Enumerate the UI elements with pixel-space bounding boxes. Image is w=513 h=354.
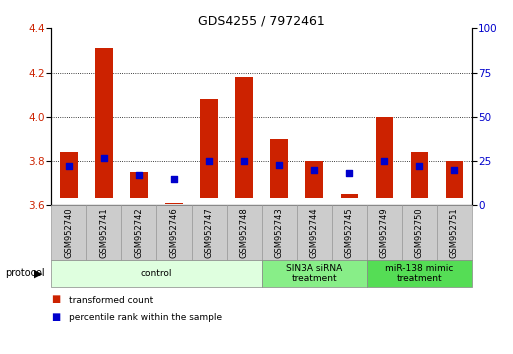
Bar [410, 152, 428, 198]
Bar [376, 117, 393, 198]
Text: GSM952749: GSM952749 [380, 207, 389, 258]
Text: SIN3A siRNA
treatment: SIN3A siRNA treatment [286, 264, 342, 283]
Text: GSM952740: GSM952740 [64, 207, 73, 258]
Text: protocol: protocol [5, 268, 45, 279]
Text: miR-138 mimic
treatment: miR-138 mimic treatment [385, 264, 453, 283]
Point [310, 167, 318, 173]
Point [65, 164, 73, 169]
Point [345, 171, 353, 176]
Bar [341, 194, 358, 198]
Bar [130, 172, 148, 198]
Text: GSM952748: GSM952748 [240, 207, 249, 258]
Text: GSM952745: GSM952745 [345, 207, 354, 258]
Text: ■: ■ [51, 312, 61, 321]
Point [135, 172, 143, 178]
Text: ■: ■ [51, 294, 61, 304]
Text: GSM952747: GSM952747 [205, 207, 213, 258]
Point [450, 167, 459, 173]
Text: control: control [141, 269, 172, 278]
Bar [270, 139, 288, 198]
Text: percentile rank within the sample: percentile rank within the sample [69, 313, 222, 322]
Point [415, 164, 423, 169]
Text: GSM952743: GSM952743 [274, 207, 284, 258]
Point [100, 155, 108, 160]
Point [240, 158, 248, 164]
Text: ▶: ▶ [34, 268, 43, 279]
Text: transformed count: transformed count [69, 296, 153, 304]
Point [170, 176, 178, 182]
Bar [200, 99, 218, 198]
Text: GSM952742: GSM952742 [134, 207, 144, 258]
Text: GSM952741: GSM952741 [100, 207, 108, 258]
Bar [95, 48, 113, 198]
Point [380, 158, 388, 164]
Text: GSM952746: GSM952746 [169, 207, 179, 258]
Bar [446, 161, 463, 198]
Text: GSM952744: GSM952744 [310, 207, 319, 258]
Bar [305, 161, 323, 198]
Bar [60, 152, 77, 198]
Point [205, 158, 213, 164]
Text: GSM952750: GSM952750 [415, 207, 424, 258]
Point [275, 162, 283, 167]
Bar [165, 203, 183, 204]
Bar [235, 77, 253, 198]
Title: GDS4255 / 7972461: GDS4255 / 7972461 [198, 14, 325, 27]
Text: GSM952751: GSM952751 [450, 207, 459, 258]
